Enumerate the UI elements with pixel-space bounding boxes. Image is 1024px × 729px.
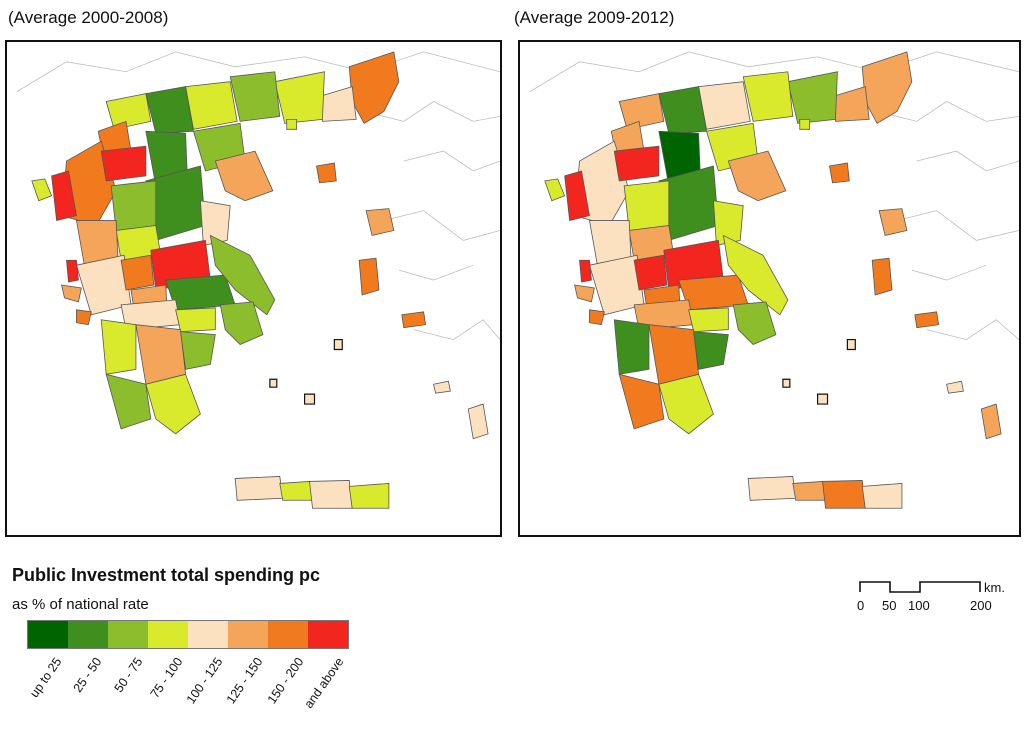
legend-subtitle: as % of national rate bbox=[12, 596, 149, 613]
region-trikala[interactable] bbox=[110, 180, 157, 231]
region-evros[interactable] bbox=[861, 51, 913, 124]
region-kos[interactable] bbox=[946, 380, 964, 394]
region-evia[interactable] bbox=[209, 234, 276, 316]
region-rodopi[interactable] bbox=[832, 86, 870, 122]
region-ilia[interactable] bbox=[613, 319, 650, 375]
region-crete-heraklion[interactable] bbox=[822, 480, 866, 509]
region-crete-heraklion[interactable] bbox=[309, 480, 353, 509]
region-zakynthos[interactable] bbox=[76, 309, 92, 326]
region-thasos[interactable] bbox=[799, 118, 811, 130]
region-lemnos[interactable] bbox=[878, 208, 908, 236]
region-lesvos[interactable] bbox=[829, 162, 850, 184]
region-serres[interactable] bbox=[742, 71, 794, 122]
region-korinthia[interactable] bbox=[688, 307, 729, 333]
region-chalkidiki[interactable] bbox=[214, 150, 274, 202]
region-crete-rethymno[interactable] bbox=[792, 481, 827, 501]
region-crete-chania[interactable] bbox=[747, 476, 797, 501]
scale-bar: 0 50 100 200 km. bbox=[855, 576, 1015, 616]
map-title-left: (Average 2000-2008) bbox=[8, 8, 169, 27]
region-lakonia[interactable] bbox=[145, 373, 201, 435]
legend-title: Public Investment total spending pc bbox=[12, 565, 321, 585]
map-title-right: (Average 2009-2012) bbox=[514, 8, 675, 27]
scale-tick-200: 200 bbox=[970, 598, 992, 613]
scale-tick-50: 50 bbox=[882, 598, 897, 613]
legend-swatch-6 bbox=[268, 621, 308, 648]
region-lesvos[interactable] bbox=[316, 162, 337, 184]
scale-unit: km. bbox=[984, 580, 1005, 595]
region-evia[interactable] bbox=[722, 234, 789, 316]
scale-tick-100: 100 bbox=[908, 598, 930, 613]
region-rhodes[interactable] bbox=[980, 403, 1002, 440]
region-argolida[interactable] bbox=[693, 331, 729, 370]
region-florina[interactable] bbox=[618, 93, 665, 130]
region-lakonia[interactable] bbox=[658, 373, 714, 435]
region-xanthi-drama[interactable] bbox=[787, 71, 838, 124]
region-trikala[interactable] bbox=[623, 180, 670, 231]
legend-swatch-3 bbox=[148, 621, 188, 648]
region-pella[interactable] bbox=[145, 86, 194, 134]
region-grevena[interactable] bbox=[613, 145, 660, 182]
region-ilia[interactable] bbox=[100, 319, 137, 375]
scale-tick-0: 0 bbox=[857, 598, 865, 613]
region-kefalonia[interactable] bbox=[61, 284, 82, 303]
legend-swatch-7 bbox=[308, 621, 348, 648]
legend-swatch-0 bbox=[28, 621, 68, 648]
region-samos[interactable] bbox=[914, 311, 940, 329]
legend-swatch-4 bbox=[188, 621, 228, 648]
region-magnesia[interactable] bbox=[200, 200, 231, 246]
region-arkadia[interactable] bbox=[648, 324, 700, 385]
region-magnesia[interactable] bbox=[713, 200, 744, 246]
region-rodopi[interactable] bbox=[319, 86, 357, 122]
region-lemnos[interactable] bbox=[365, 208, 395, 236]
region-samos[interactable] bbox=[401, 311, 427, 329]
region-thasos[interactable] bbox=[286, 118, 298, 130]
region-chios[interactable] bbox=[358, 257, 380, 296]
region-arkadia[interactable] bbox=[135, 324, 186, 385]
region-crete-chania[interactable] bbox=[234, 476, 284, 501]
region-korinthia[interactable] bbox=[175, 307, 216, 333]
region-corfu[interactable] bbox=[544, 178, 566, 202]
region-thesprotia[interactable] bbox=[564, 170, 590, 222]
region-xanthi-drama[interactable] bbox=[274, 71, 325, 124]
region-kilkis[interactable] bbox=[698, 81, 751, 130]
region-messinia[interactable] bbox=[105, 373, 152, 430]
map-greece-2009-2012 bbox=[529, 51, 1019, 509]
region-thesprotia[interactable] bbox=[51, 170, 77, 222]
region-crete-rethymno[interactable] bbox=[279, 481, 313, 501]
region-evrytania[interactable] bbox=[633, 254, 668, 291]
region-argolida[interactable] bbox=[180, 331, 216, 370]
region-kefalonia[interactable] bbox=[574, 284, 595, 303]
region-rhodes[interactable] bbox=[467, 403, 489, 440]
region-crete-lasithi[interactable] bbox=[861, 482, 903, 509]
region-crete-lasithi[interactable] bbox=[348, 482, 390, 509]
region-grevena[interactable] bbox=[100, 145, 147, 182]
legend-swatch-2 bbox=[108, 621, 148, 648]
legend-color-ramp bbox=[27, 620, 349, 649]
region-lefkada[interactable] bbox=[66, 259, 79, 283]
map-panel-2009-2012[interactable] bbox=[518, 40, 1021, 537]
region-florina[interactable] bbox=[105, 93, 152, 130]
region-pella[interactable] bbox=[658, 86, 707, 134]
region-messinia[interactable] bbox=[618, 373, 665, 430]
map-panel-2000-2008[interactable] bbox=[5, 40, 502, 537]
scale-bar-graphic bbox=[859, 581, 981, 593]
region-zakynthos[interactable] bbox=[589, 309, 605, 326]
region-chalkidiki[interactable] bbox=[727, 150, 787, 202]
region-lefkada[interactable] bbox=[579, 259, 592, 283]
region-kilkis[interactable] bbox=[185, 81, 238, 130]
region-attica[interactable] bbox=[219, 301, 264, 346]
region-evrytania[interactable] bbox=[120, 254, 155, 291]
region-corfu[interactable] bbox=[31, 178, 53, 202]
region-attica[interactable] bbox=[732, 301, 777, 346]
region-evros[interactable] bbox=[348, 51, 400, 124]
legend-swatch-1 bbox=[68, 621, 108, 648]
legend-swatch-5 bbox=[228, 621, 268, 648]
region-kos[interactable] bbox=[433, 380, 451, 394]
region-chios[interactable] bbox=[871, 257, 893, 296]
region-serres[interactable] bbox=[229, 71, 281, 122]
map-greece-2000-2008 bbox=[16, 51, 500, 509]
